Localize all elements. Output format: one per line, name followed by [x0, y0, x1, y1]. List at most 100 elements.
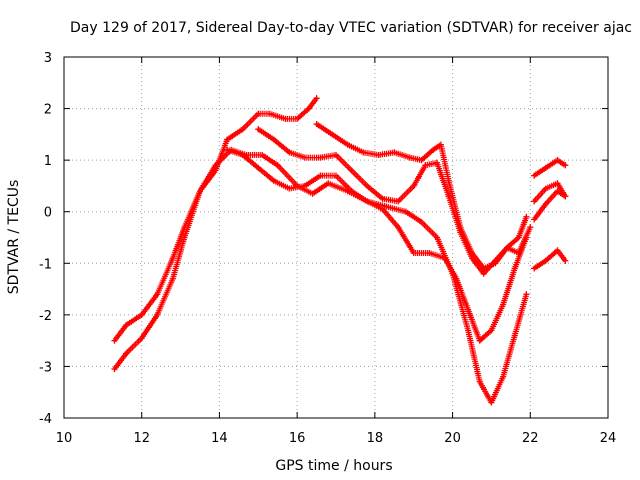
data-point — [402, 208, 409, 215]
data-point — [181, 234, 188, 241]
y-tick-label: -1 — [39, 257, 52, 272]
data-point — [270, 136, 277, 143]
data-point — [266, 110, 273, 117]
data-point — [301, 154, 308, 161]
data-point — [333, 172, 339, 179]
data-point — [364, 198, 371, 205]
x-tick-label: 20 — [444, 431, 461, 446]
data-point — [309, 190, 316, 197]
data-point — [111, 337, 118, 344]
data-point — [562, 257, 569, 264]
data-point — [418, 219, 425, 226]
y-tick-label: -3 — [39, 360, 52, 375]
data-point — [344, 141, 351, 148]
y-tick-label: 0 — [44, 206, 52, 221]
data-point — [511, 332, 518, 339]
data-point — [554, 247, 561, 254]
data-point — [441, 255, 448, 262]
x-tick-label: 14 — [211, 431, 228, 446]
data-point — [434, 159, 441, 166]
data-point — [554, 180, 561, 187]
series-markers — [531, 188, 569, 223]
y-tick-label: 2 — [44, 103, 52, 118]
data-point — [197, 188, 203, 195]
data-point — [286, 185, 293, 192]
x-tick-label: 24 — [600, 431, 617, 446]
data-point — [305, 105, 312, 112]
data-point — [531, 172, 538, 179]
data-point — [383, 203, 390, 210]
y-tick-label: -4 — [39, 412, 52, 427]
series-track-5 — [313, 121, 530, 272]
data-point — [542, 200, 549, 207]
data-point — [391, 149, 398, 156]
data-point — [511, 265, 518, 272]
data-point — [488, 327, 495, 334]
data-point — [476, 378, 483, 385]
data-point — [138, 311, 145, 318]
data-point — [259, 151, 266, 158]
data-point — [313, 95, 320, 102]
data-point — [348, 167, 355, 174]
data-point — [255, 126, 262, 133]
data-point — [138, 335, 145, 342]
series-markers — [313, 121, 530, 272]
data-point — [465, 327, 472, 334]
data-point — [476, 337, 483, 344]
data-point — [379, 206, 386, 213]
data-point — [469, 249, 475, 256]
x-tick-label: 22 — [522, 431, 539, 446]
data-point — [515, 249, 522, 256]
data-point — [562, 193, 569, 200]
data-point — [375, 151, 382, 158]
series-track-3 — [224, 146, 530, 344]
data-point — [445, 193, 452, 200]
data-point — [348, 188, 355, 195]
plot-frame — [63, 56, 609, 419]
data-point — [317, 154, 324, 161]
data-point — [437, 141, 444, 148]
series-track-1 — [111, 95, 320, 344]
data-point — [270, 177, 277, 184]
data-point — [426, 249, 433, 256]
series-markers — [111, 95, 320, 344]
data-point — [154, 291, 161, 298]
data-point — [554, 157, 561, 164]
data-point — [317, 172, 324, 179]
data-point — [286, 149, 293, 156]
data-point — [410, 182, 417, 189]
x-tick-label: 12 — [133, 431, 150, 446]
data-point — [111, 366, 118, 373]
data-point — [154, 311, 161, 318]
series-markers — [531, 247, 569, 272]
data-point — [406, 154, 413, 161]
x-tick-label: 10 — [56, 431, 73, 446]
data-point — [255, 164, 262, 171]
data-point — [422, 162, 429, 169]
data-point — [542, 164, 549, 171]
data-point — [515, 234, 522, 241]
data-point — [224, 136, 231, 143]
data-point — [531, 198, 538, 205]
data-point — [395, 198, 402, 205]
data-point — [274, 162, 281, 169]
data-point — [480, 270, 487, 277]
data-point — [313, 121, 320, 128]
data-point — [562, 162, 569, 169]
data-point — [360, 149, 367, 156]
data-point — [492, 260, 499, 267]
data-point — [395, 224, 402, 231]
data-point — [542, 185, 549, 192]
data-point — [169, 275, 176, 282]
data-point — [282, 115, 289, 122]
data-point — [430, 146, 437, 153]
series-markers — [224, 146, 530, 344]
data-point — [224, 146, 231, 153]
data-point — [527, 224, 534, 231]
data-point — [457, 224, 464, 231]
data-point — [531, 265, 538, 272]
data-point — [325, 180, 332, 187]
data-point — [465, 306, 472, 313]
